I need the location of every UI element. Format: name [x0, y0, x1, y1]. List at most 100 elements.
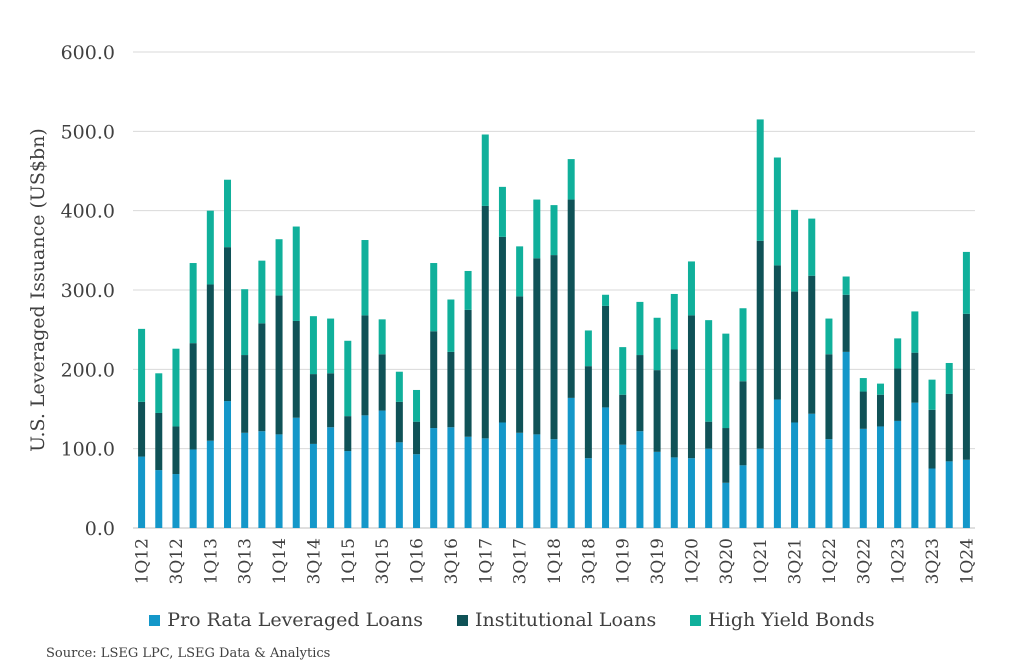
- bar-segment-institutional-3Q17: [516, 296, 524, 433]
- bar-segment-institutional-4Q21: [808, 275, 816, 414]
- bar-segment-pro-rata-4Q19: [670, 457, 678, 528]
- bar-segment-high-yield-1Q12: [138, 328, 146, 402]
- bar-segment-pro-rata-4Q21: [808, 413, 816, 528]
- x-tick-labels: 1Q12 3Q12 1Q13 3Q13 1Q14 3Q14 1Q15 3Q15 1Q16 3Q16…: [133, 538, 978, 584]
- bar-segment-high-yield-2Q20: [705, 320, 713, 422]
- bar-segment-institutional-2Q17: [498, 236, 506, 423]
- bar-segment-high-yield-4Q13: [258, 260, 266, 324]
- x-tick-label: 3Q14: [304, 538, 324, 584]
- bar-segment-institutional-1Q14: [275, 295, 283, 435]
- bar-segment-high-yield-4Q19: [670, 293, 678, 350]
- bar-segment-high-yield-3Q12: [172, 348, 180, 427]
- bar-segment-institutional-4Q16: [464, 309, 472, 437]
- bar-segment-high-yield-4Q12: [189, 263, 197, 344]
- bar-segment-pro-rata-3Q12: [172, 474, 180, 528]
- bar-segment-pro-rata-2Q14: [292, 417, 300, 528]
- bar-segment-pro-rata-3Q15: [378, 410, 386, 528]
- source-note: Source: LSEG LPC, LSEG Data & Analytics: [46, 646, 331, 661]
- bar-segment-pro-rata-3Q19: [653, 451, 661, 528]
- bar-segment-institutional-1Q15: [344, 416, 352, 452]
- bar-segment-high-yield-1Q19: [619, 347, 627, 395]
- bar-segment-institutional-3Q21: [791, 291, 799, 423]
- bar-segment-pro-rata-4Q17: [533, 434, 541, 528]
- bar-segment-pro-rata-4Q23: [945, 461, 953, 528]
- x-tick-label: 1Q23: [889, 538, 909, 584]
- bar-segment-high-yield-3Q20: [722, 333, 730, 429]
- bar-segment-pro-rata-1Q13: [206, 440, 214, 528]
- bar-segment-institutional-3Q12: [172, 426, 180, 475]
- bar-segment-high-yield-1Q21: [756, 119, 764, 241]
- bar-segment-high-yield-4Q18: [602, 294, 610, 306]
- bars: [138, 119, 970, 528]
- bar-segment-pro-rata-4Q16: [464, 436, 472, 528]
- bar-segment-pro-rata-1Q19: [619, 444, 627, 528]
- bar-segment-institutional-3Q20: [722, 428, 730, 483]
- bar-segment-high-yield-3Q16: [447, 299, 455, 352]
- bar-segment-pro-rata-2Q13: [224, 401, 232, 528]
- bar-segment-high-yield-2Q16: [430, 263, 438, 332]
- bar-segment-pro-rata-3Q23: [928, 468, 936, 528]
- bar-segment-pro-rata-1Q21: [756, 448, 764, 528]
- y-axis-title: U.S. Leveraged Issuance (US$bn): [27, 128, 49, 452]
- bar-segment-high-yield-3Q15: [378, 319, 386, 355]
- bar-segment-high-yield-3Q19: [653, 317, 661, 371]
- bar-segment-institutional-1Q23: [894, 368, 902, 421]
- bar-segment-institutional-4Q17: [533, 258, 541, 435]
- bar-segment-high-yield-2Q18: [567, 159, 575, 200]
- bar-segment-high-yield-1Q16: [413, 389, 421, 422]
- bar-segment-high-yield-2Q23: [911, 311, 919, 353]
- bar-segment-high-yield-3Q22: [859, 378, 867, 392]
- bar-segment-pro-rata-1Q14: [275, 434, 283, 528]
- y-tick-label: 600.0: [61, 42, 115, 64]
- legend-item-high-yield: High Yield Bonds: [690, 609, 875, 631]
- bar-segment-pro-rata-3Q16: [447, 427, 455, 528]
- legend: Pro Rata Leveraged Loans Institutional L…: [0, 609, 1024, 631]
- y-tick-label: 100.0: [61, 439, 115, 461]
- x-tick-label: 3Q16: [442, 538, 462, 584]
- x-tick-label: 3Q23: [923, 538, 943, 584]
- bar-segment-high-yield-1Q13: [206, 210, 214, 285]
- bar-segment-institutional-4Q12: [189, 343, 197, 450]
- x-tick-label: 1Q15: [339, 538, 359, 584]
- bar-segment-institutional-4Q15: [395, 401, 403, 443]
- bar-segment-high-yield-3Q14: [309, 316, 317, 375]
- bar-segment-pro-rata-3Q22: [859, 428, 867, 528]
- x-tick-label: 1Q18: [545, 538, 565, 584]
- x-tick-label: 1Q24: [957, 538, 977, 584]
- y-tick-label: 500.0: [61, 121, 115, 143]
- x-tick-label: 3Q12: [167, 538, 187, 584]
- bar-segment-institutional-1Q21: [756, 240, 764, 449]
- bar-segment-institutional-2Q16: [430, 331, 438, 429]
- bar-segment-high-yield-2Q13: [224, 179, 232, 248]
- x-tick-label: 3Q15: [373, 538, 393, 584]
- bar-segment-pro-rata-1Q24: [962, 459, 970, 528]
- bar-segment-pro-rata-2Q16: [430, 428, 438, 528]
- x-tick-label: 3Q13: [236, 538, 256, 584]
- bar-segment-high-yield-4Q16: [464, 270, 472, 310]
- bar-segment-institutional-3Q14: [309, 374, 317, 444]
- bar-segment-high-yield-2Q12: [155, 373, 163, 413]
- x-tick-label: 1Q16: [408, 538, 428, 584]
- bar-segment-high-yield-2Q21: [773, 157, 781, 266]
- bar-segment-institutional-1Q17: [481, 205, 489, 439]
- bar-segment-institutional-3Q19: [653, 370, 661, 452]
- bar-segment-institutional-1Q20: [687, 315, 695, 459]
- bar-segment-institutional-2Q21: [773, 265, 781, 400]
- bar-segment-pro-rata-4Q20: [739, 465, 747, 528]
- bar-segment-pro-rata-1Q17: [481, 438, 489, 528]
- bar-segment-institutional-2Q15: [361, 315, 369, 416]
- x-tick-label: 1Q13: [201, 538, 221, 584]
- bar-segment-institutional-2Q19: [636, 355, 644, 432]
- bar-segment-high-yield-1Q23: [894, 338, 902, 369]
- bar-segment-high-yield-4Q17: [533, 199, 541, 259]
- bar-segment-high-yield-1Q15: [344, 340, 352, 417]
- bar-segment-institutional-3Q18: [584, 366, 592, 459]
- bar-segment-pro-rata-1Q22: [825, 439, 833, 528]
- bar-segment-institutional-2Q14: [292, 320, 300, 418]
- bar-segment-high-yield-2Q19: [636, 301, 644, 356]
- bar-segment-high-yield-3Q13: [241, 289, 249, 356]
- bar-segment-high-yield-4Q20: [739, 308, 747, 382]
- bar-segment-pro-rata-3Q17: [516, 432, 524, 528]
- bar-segment-pro-rata-2Q17: [498, 422, 506, 528]
- bar-segment-institutional-4Q13: [258, 323, 266, 432]
